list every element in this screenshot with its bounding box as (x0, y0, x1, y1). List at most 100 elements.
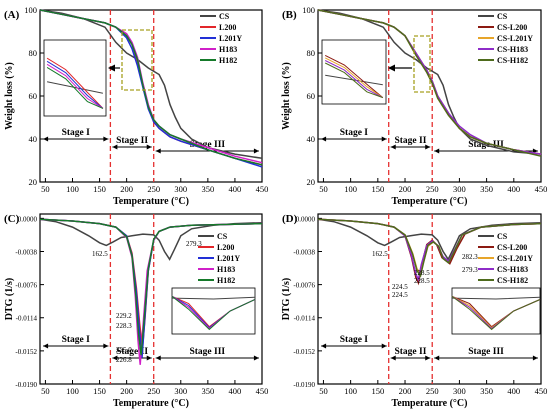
x-tick-label: 350 (480, 184, 493, 194)
inset-series-line (325, 74, 383, 86)
y-axis-label: DTG (1/s) (281, 278, 292, 321)
zoom-region-box (413, 35, 431, 93)
panel-label: (A) (4, 9, 20, 21)
inset-series-line (324, 62, 383, 99)
stage-arrowhead (532, 148, 538, 154)
chart-panel-3: 50 100 150 200 250 300 350 400 450 0.0000 -0.0038 -… (281, 213, 547, 409)
legend-label: H182 (219, 56, 237, 65)
plot-frame (39, 213, 263, 385)
stage-label: Stage I (340, 335, 369, 345)
y-tick-label: 40 (29, 134, 38, 144)
chart-panel-1: 50 100 150 200 250 300 350 400 450 20 40 60 80 100 Tem… (281, 5, 547, 207)
x-tick-label: 450 (256, 184, 269, 194)
legend-label: L200 (219, 23, 236, 32)
stage-arrowhead (390, 144, 396, 150)
x-tick-label: 100 (66, 184, 79, 194)
x-tick-label: 200 (120, 386, 133, 396)
stage-arrowhead (381, 343, 387, 349)
stage-arrowhead (425, 355, 431, 361)
y-tick-label: -0.0038 (15, 248, 37, 256)
x-tick-label: 50 (319, 184, 328, 194)
y-tick-label: 80 (307, 48, 316, 58)
inset-frame (451, 287, 541, 335)
legend-label: CS-H183 (497, 45, 528, 54)
x-tick-label: 300 (453, 386, 466, 396)
x-axis-label: Temperature (°C) (392, 398, 468, 409)
inset-frame (171, 287, 256, 335)
y-axis-label: Weight loss (%) (4, 62, 15, 130)
stage-arrowhead (112, 355, 118, 361)
y-tick-label: 0.0000 (296, 215, 316, 223)
y-tick-label: 60 (307, 91, 316, 101)
peak-annotation: 282.3 (462, 253, 478, 261)
y-axis-label: Weight loss (%) (281, 62, 292, 130)
x-tick-label: 350 (480, 386, 493, 396)
stage-label: Stage II (116, 347, 148, 357)
legend-label: H182 (217, 276, 235, 285)
stage-arrowhead (146, 144, 152, 150)
peak-annotation: 162.5 (92, 250, 108, 258)
inset-series-line (324, 60, 384, 99)
zoom-arrowhead (108, 64, 115, 72)
x-tick-label: 450 (535, 386, 548, 396)
legend-label: CS (217, 232, 228, 241)
legend-label: CS (219, 12, 230, 21)
stage-arrowhead (112, 144, 118, 150)
x-tick-label: 50 (41, 386, 50, 396)
inset-series-line (46, 57, 104, 109)
stage-arrowhead (390, 355, 396, 361)
x-tick-label: 350 (201, 386, 214, 396)
zoom-inset (171, 287, 256, 335)
inset-series-line (171, 296, 256, 300)
stage-arrowhead (253, 148, 259, 154)
stage-arrowhead (43, 136, 49, 142)
x-tick-label: 100 (344, 184, 357, 194)
x-tick-label: 350 (201, 184, 214, 194)
stage-arrowhead (434, 355, 440, 361)
peak-annotation: 279.3 (186, 240, 202, 248)
chart-panel-2: 50 100 150 200 250 300 350 400 450 0.0000 -0.0038 -… (4, 213, 268, 409)
x-tick-label: 400 (229, 386, 242, 396)
peak-annotation: 228.5 (414, 277, 430, 285)
stage-label: Stage I (62, 128, 91, 138)
legend-label: CS-H183 (497, 265, 528, 274)
stage-arrowhead (381, 136, 387, 142)
stage-arrowhead (321, 136, 327, 142)
peak-annotation: 225.0 (116, 346, 132, 354)
x-tick-label: 450 (256, 386, 269, 396)
inset-series-line (46, 81, 104, 94)
zoom-inset (451, 287, 541, 335)
y-tick-label: -0.0190 (293, 381, 315, 389)
legend-label: L201Y (217, 254, 240, 263)
x-axis-label: Temperature (°C) (392, 196, 468, 207)
x-axis-label: Temperature (°C) (113, 398, 189, 409)
peak-annotation: 279.3 (462, 266, 478, 274)
y-axis-label: DTG (1/s) (4, 278, 15, 321)
legend-label: H183 (217, 265, 235, 274)
peak-annotation: 224.5 (392, 283, 408, 291)
legend-label: CS-L201Y (497, 34, 533, 43)
stage-label: Stage III (189, 140, 225, 150)
y-tick-label: -0.0152 (293, 348, 315, 356)
legend-label: L200 (217, 243, 234, 252)
peak-annotation: 228.5 (414, 269, 430, 277)
y-tick-label: 0.0000 (18, 215, 38, 223)
inset-series-line (46, 66, 104, 109)
stage-arrowhead (321, 343, 327, 349)
zoom-inset (321, 39, 387, 105)
peak-annotation: 226.8 (116, 356, 132, 364)
x-tick-label: 300 (174, 184, 187, 194)
stage-label: Stage I (340, 128, 369, 138)
series-line-4 (317, 218, 542, 278)
y-tick-label: 20 (29, 177, 38, 187)
y-tick-label: -0.0190 (15, 381, 37, 389)
y-tick-label: -0.0152 (15, 348, 37, 356)
legend-label: CS-H182 (497, 56, 528, 65)
x-tick-label: 200 (399, 386, 412, 396)
x-tick-label: 300 (174, 386, 187, 396)
stage-arrowhead (425, 144, 431, 150)
legend-label: H183 (219, 45, 237, 54)
stage-label: Stage II (394, 136, 426, 146)
legend-label: CS-L200 (497, 23, 527, 32)
